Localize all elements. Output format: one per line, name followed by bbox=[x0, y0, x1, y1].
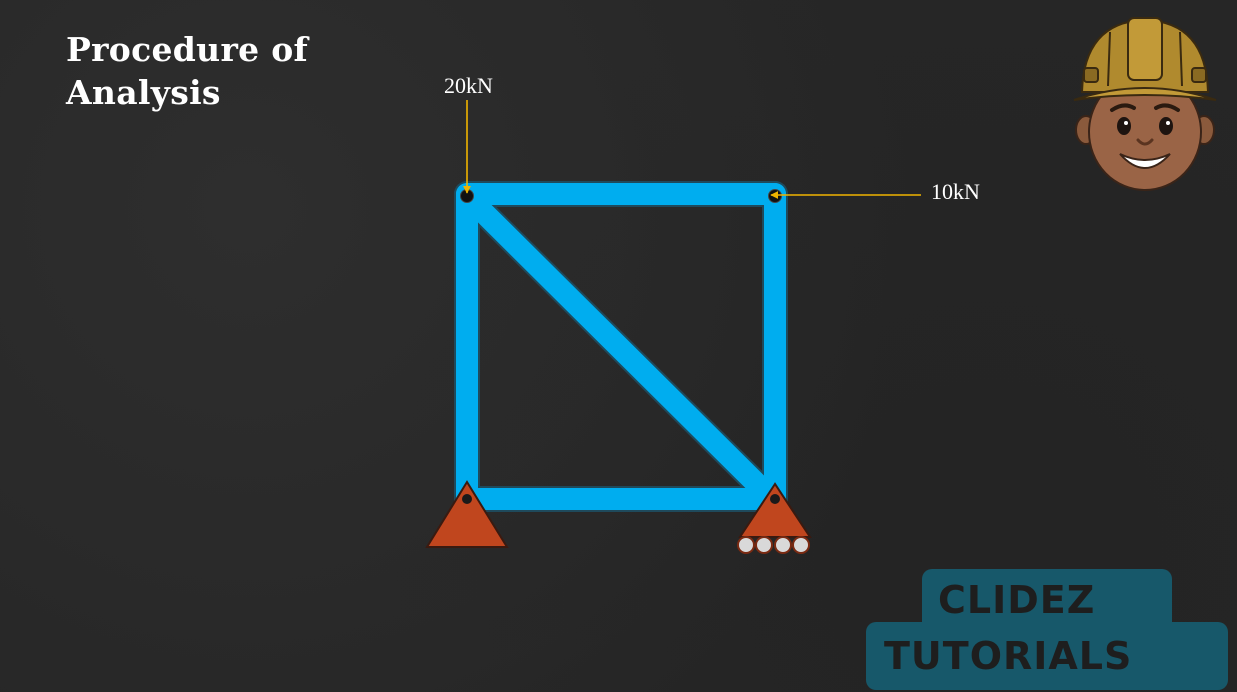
load-label-horizontal: 10kN bbox=[931, 179, 980, 204]
pin-support-icon bbox=[425, 480, 509, 548]
watermark-text-line-2: TUTORIALS bbox=[884, 634, 1133, 678]
member-diagonal bbox=[464, 193, 776, 503]
slide-title: Procedure of Analysis bbox=[66, 28, 366, 114]
title-line-2: Analysis bbox=[66, 73, 221, 112]
title-line-1: Procedure of bbox=[66, 30, 309, 69]
joint-top-right bbox=[768, 189, 782, 203]
watermark-box-bottom bbox=[866, 622, 1228, 690]
watermark-logo: CLIDEZ TUTORIALS bbox=[866, 567, 1230, 692]
roller-support-icon bbox=[737, 482, 812, 554]
load-label-vertical: 20kN bbox=[444, 73, 493, 98]
truss-members bbox=[456, 183, 786, 510]
engineer-hardhat-icon bbox=[1073, 17, 1217, 191]
watermark-text-line-1: CLIDEZ bbox=[938, 578, 1096, 622]
